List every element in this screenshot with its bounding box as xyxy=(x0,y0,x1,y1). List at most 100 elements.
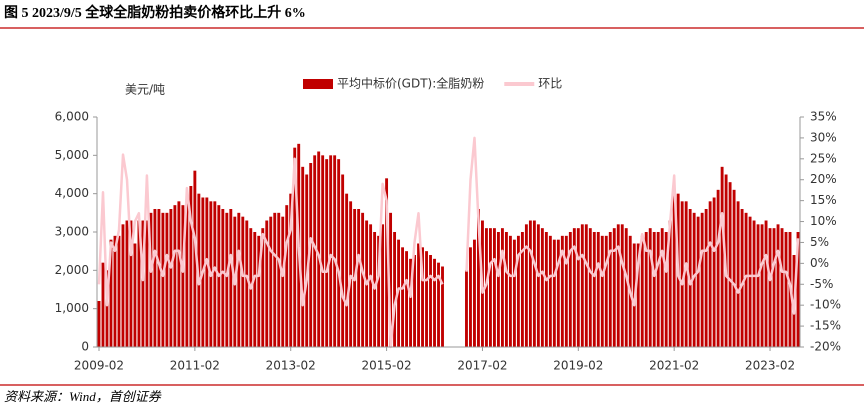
y2-tick-label: -15% xyxy=(810,319,841,333)
bar xyxy=(548,235,552,347)
bar xyxy=(756,224,760,347)
bar xyxy=(640,235,644,347)
bar xyxy=(325,159,329,347)
bar xyxy=(141,220,145,347)
bar xyxy=(293,147,297,347)
bar xyxy=(780,228,784,347)
bar xyxy=(564,235,568,347)
bar xyxy=(161,212,165,347)
x-tick-label: 2009-02 xyxy=(74,359,124,373)
bar xyxy=(165,212,169,347)
y2-tick-label: -20% xyxy=(810,340,841,354)
bar xyxy=(528,220,532,347)
bar xyxy=(409,258,412,347)
bar xyxy=(616,224,620,347)
bar xyxy=(477,209,480,347)
bar xyxy=(105,270,109,347)
bar xyxy=(596,232,600,347)
bar xyxy=(500,228,504,347)
bar xyxy=(277,212,281,347)
bar xyxy=(237,212,241,347)
bar xyxy=(592,232,596,347)
bar xyxy=(421,247,424,347)
x-tick-label: 2017-02 xyxy=(457,359,507,373)
bar xyxy=(349,201,353,347)
legend-swatch xyxy=(303,79,333,89)
bar xyxy=(776,224,780,347)
bar xyxy=(600,235,604,347)
bar xyxy=(720,166,724,347)
bar xyxy=(656,232,660,347)
bar xyxy=(213,201,217,347)
line xyxy=(465,136,800,315)
bar xyxy=(532,220,536,347)
source-note: 资料来源：Wind，首创证券 xyxy=(4,389,162,404)
legend-label: 平均中标价(GDT):全脂奶粉 xyxy=(337,76,484,91)
bar xyxy=(796,232,800,347)
bar xyxy=(760,224,764,347)
bar xyxy=(221,209,225,347)
bar xyxy=(125,220,129,347)
bar xyxy=(361,212,365,347)
bar xyxy=(129,220,133,347)
bar xyxy=(544,232,548,347)
bar xyxy=(644,232,648,347)
y2-tick-label: -10% xyxy=(810,298,841,312)
bar xyxy=(752,220,756,347)
bar xyxy=(437,262,440,347)
bar xyxy=(313,155,317,347)
bar xyxy=(680,201,684,347)
bar xyxy=(772,228,776,347)
legend-label: 环比 xyxy=(538,77,562,91)
bar xyxy=(413,255,416,347)
x-tick-label: 2013-02 xyxy=(266,359,316,373)
bar xyxy=(269,216,273,347)
bar xyxy=(193,170,197,347)
bar xyxy=(648,228,652,347)
bar xyxy=(672,189,676,347)
bar xyxy=(337,159,341,347)
x-tick-label: 2023-02 xyxy=(745,359,795,373)
y-tick-label: 3,000 xyxy=(55,225,89,239)
bar xyxy=(624,228,628,347)
bar xyxy=(425,251,428,347)
bar xyxy=(485,228,488,347)
bar xyxy=(696,216,700,347)
bar xyxy=(469,247,472,347)
bar xyxy=(381,224,385,347)
bar xyxy=(684,201,688,347)
bar xyxy=(205,197,209,347)
bar xyxy=(305,174,309,347)
bar xyxy=(113,235,117,347)
y-tick-label: 4,000 xyxy=(55,186,89,200)
bar xyxy=(377,235,381,347)
bar xyxy=(157,209,161,347)
bar xyxy=(241,216,245,347)
bar xyxy=(516,235,520,347)
bar xyxy=(357,209,361,347)
bar xyxy=(289,193,293,347)
y2-tick-label: 35% xyxy=(810,110,837,124)
bar xyxy=(225,212,229,347)
bar xyxy=(744,212,748,347)
bar xyxy=(740,209,744,347)
bar xyxy=(704,209,708,347)
bar xyxy=(257,235,261,347)
bar xyxy=(636,243,640,347)
bar xyxy=(712,197,716,347)
y-tick-label: 0 xyxy=(81,340,89,354)
bar xyxy=(496,232,500,347)
bar xyxy=(177,201,181,347)
bar xyxy=(341,174,345,347)
bar xyxy=(153,209,157,347)
bar xyxy=(560,235,564,347)
bar xyxy=(245,220,249,347)
bar xyxy=(576,228,580,347)
y2-tick-label: 10% xyxy=(810,214,837,228)
y-tick-label: 1,000 xyxy=(55,301,89,315)
bar xyxy=(716,189,720,347)
bar xyxy=(512,239,516,347)
bar xyxy=(568,232,572,347)
y-axis-label: 美元/吨 xyxy=(125,83,165,97)
